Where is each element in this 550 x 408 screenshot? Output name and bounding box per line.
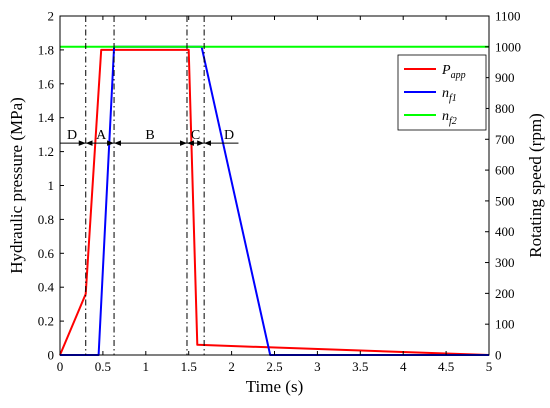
- legend-entry-subscript: f2: [449, 116, 457, 127]
- y-right-tick-label: 500: [495, 193, 515, 208]
- x-tick-label: 2.5: [266, 359, 282, 374]
- legend-entry-name: n: [442, 109, 449, 124]
- phase-label-b: B: [145, 128, 154, 143]
- y-left-tick-label: 1.6: [38, 76, 55, 91]
- y-right-tick-label: 900: [495, 70, 515, 85]
- x-tick-label: 2: [228, 359, 235, 374]
- x-tick-label: 0: [57, 359, 64, 374]
- y-right-tick-label: 1000: [495, 39, 521, 54]
- tick-layer: 0 0.5 1 1.5 2 2.5 3 3.5 4 4.5 500.20.40.60.811.21.…: [38, 9, 521, 375]
- y-right-tick-label: 100: [495, 317, 515, 332]
- x-tick-label: 4.5: [438, 359, 454, 374]
- y-right-tick-label: 800: [495, 101, 515, 116]
- y-left-tick-label: 1.4: [38, 110, 55, 125]
- y-left-tick-label: 1: [48, 178, 55, 193]
- phase-label-d: D: [67, 128, 77, 143]
- y-left-tick-label: 0.4: [38, 280, 55, 295]
- y-left-tick-label: 0.2: [38, 314, 54, 329]
- x-tick-label: 4: [400, 359, 407, 374]
- legend-entry-p-app: Papp: [441, 63, 466, 81]
- y-left-tick-label: 0.8: [38, 212, 54, 227]
- legend-entry-n-f1: nf1: [442, 86, 457, 104]
- phase-label-c: C: [191, 128, 200, 143]
- x-tick-label: 1.5: [181, 359, 197, 374]
- y-right-tick-label: 200: [495, 286, 515, 301]
- y-left-tick-label: 0.6: [38, 246, 55, 261]
- y-left-tick-label: 1.2: [38, 144, 54, 159]
- y-right-tick-label: 300: [495, 255, 515, 270]
- legend-entry-subscript: app: [451, 70, 466, 81]
- x-tick-label: 1: [143, 359, 150, 374]
- legend-entry-subscript: f1: [449, 93, 457, 104]
- phase-label-a: A: [96, 128, 107, 143]
- x-tick-label: 0.5: [95, 359, 111, 374]
- legend-entry-name: P: [441, 63, 451, 78]
- y-right-tick-label: 600: [495, 163, 515, 178]
- y-left-tick-label: 0: [48, 348, 55, 363]
- legend-entry-n-f2: nf2: [442, 109, 457, 127]
- y-right-tick-label: 1100: [495, 9, 521, 24]
- legend-entry-name: n: [442, 86, 449, 101]
- x-tick-label: 3.5: [352, 359, 368, 374]
- phase-label-d: D: [224, 128, 234, 143]
- y-right-tick-label: 400: [495, 224, 515, 239]
- x-axis-title: Time (s): [246, 377, 303, 396]
- x-tick-label: 3: [314, 359, 321, 374]
- series-line-p-app: [59, 48, 490, 356]
- x-tick-label: 5: [486, 359, 493, 374]
- y-right-tick-label: 0: [495, 348, 502, 363]
- y-right-tick-label: 700: [495, 132, 515, 147]
- y-left-tick-label: 1.8: [38, 42, 54, 57]
- y-axis-title-right: Rotating speed (rpm): [526, 113, 545, 257]
- y-axis-title-left: Hydraulic pressure (MPa): [7, 97, 26, 274]
- y-left-tick-label: 2: [48, 9, 55, 24]
